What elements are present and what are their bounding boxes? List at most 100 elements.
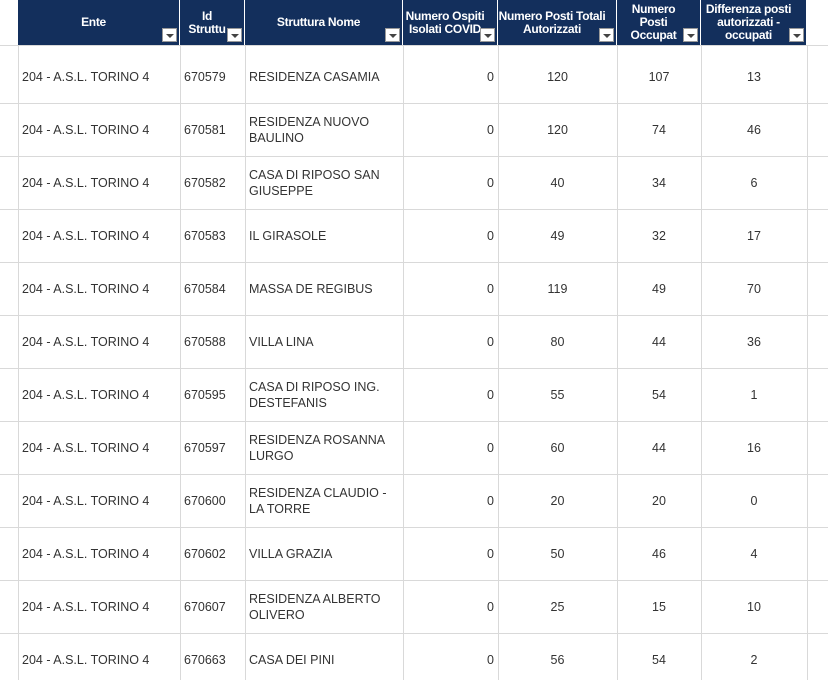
table-cell: 119 (547, 282, 568, 296)
column-header: Numero Posti Occupat (617, 0, 701, 45)
table-cell: 44 (652, 335, 666, 349)
table-cell: 670607 (184, 600, 226, 614)
table-cell: 34 (652, 176, 666, 190)
header-label: Numero Posti Occupat (630, 2, 677, 42)
table-cell: 49 (652, 282, 666, 296)
table-cell: 0 (487, 123, 494, 137)
table-cell: CASA DI RIPOSO SAN GIUSEPPE (249, 168, 380, 198)
column-border (245, 45, 246, 680)
column-border (403, 45, 404, 680)
table-cell: 204 - A.S.L. TORINO 4 (22, 70, 150, 84)
table-cell: VILLA LINA (249, 335, 314, 349)
header-label: Numero Ospiti Isolati COVID (405, 8, 485, 36)
table-cell: 120 (547, 123, 568, 137)
table-cell: 50 (550, 547, 565, 561)
column-header: Numero Ospiti Isolati COVID (403, 0, 498, 45)
filter-button[interactable] (599, 28, 614, 42)
table-cell: 670595 (184, 388, 226, 402)
column-header: Struttura Nome (245, 0, 403, 45)
column-header: Ente (18, 0, 180, 45)
filter-button[interactable] (385, 28, 400, 42)
row-border (0, 315, 828, 316)
column-border (180, 45, 181, 680)
table-cell: 0 (487, 229, 494, 243)
header-label: Id Struttu (188, 8, 226, 36)
row-border (0, 156, 828, 157)
table-cell: 60 (550, 441, 565, 455)
row-border (0, 262, 828, 263)
table-cell: 670602 (184, 547, 226, 561)
column-header: Numero Posti Totali Autorizzati (498, 0, 617, 45)
table-cell: 0 (750, 494, 758, 508)
table-cell: RESIDENZA CASAMIA (249, 70, 380, 84)
table-cell: 4 (750, 547, 758, 561)
row-border (0, 368, 828, 369)
table-cell: 70 (747, 282, 761, 296)
table-cell: 204 - A.S.L. TORINO 4 (22, 123, 150, 137)
table-cell: 40 (550, 176, 565, 190)
table-cell: RESIDENZA NUOVO BAULINO (249, 115, 370, 145)
column-border (807, 45, 808, 680)
row-border (0, 45, 828, 46)
table-cell: 46 (747, 123, 761, 137)
table-cell: 46 (652, 547, 666, 561)
table-cell: 56 (550, 653, 565, 667)
table-cell: 36 (747, 335, 761, 349)
table-cell: 0 (487, 388, 494, 402)
table-cell: 670579 (184, 70, 226, 84)
row-border (0, 474, 828, 475)
filter-button[interactable] (683, 28, 698, 42)
table-cell: 25 (550, 600, 565, 614)
header-label: Numero Posti Totali Autorizzati (498, 8, 606, 36)
table-cell: RESIDENZA ROSANNA LURGO (249, 433, 385, 463)
table-cell: 204 - A.S.L. TORINO 4 (22, 176, 150, 190)
row-border (0, 527, 828, 528)
table-cell: MASSA DE REGIBUS (249, 282, 373, 296)
table-cell: 0 (487, 282, 494, 296)
table-cell: 13 (747, 70, 761, 84)
column-border (701, 45, 702, 680)
table-cell: 0 (487, 653, 494, 667)
table-cell: 54 (652, 653, 666, 667)
table-cell: 54 (652, 388, 666, 402)
table-cell: 204 - A.S.L. TORINO 4 (22, 388, 150, 402)
table-cell: 670588 (184, 335, 226, 349)
table-cell: 204 - A.S.L. TORINO 4 (22, 600, 150, 614)
table-cell: 44 (652, 441, 666, 455)
table-cell: 49 (550, 229, 565, 243)
table-cell: 670663 (184, 653, 226, 667)
table-cell: RESIDENZA ALBERTO OLIVERO (249, 592, 381, 622)
table-cell: 204 - A.S.L. TORINO 4 (22, 547, 150, 561)
table-cell: 74 (652, 123, 666, 137)
row-border (0, 103, 828, 104)
table-cell: 0 (487, 335, 494, 349)
table-cell: 204 - A.S.L. TORINO 4 (22, 441, 150, 455)
table-cell: IL GIRASOLE (249, 229, 327, 243)
filter-button[interactable] (162, 28, 177, 42)
row-border (0, 209, 828, 210)
table-cell: 204 - A.S.L. TORINO 4 (22, 229, 150, 243)
table-cell: 204 - A.S.L. TORINO 4 (22, 335, 150, 349)
table-cell: 32 (652, 229, 666, 243)
table-cell: 107 (648, 70, 670, 84)
table-cell: 55 (550, 388, 565, 402)
filter-button[interactable] (480, 28, 495, 42)
table-cell: 670582 (184, 176, 226, 190)
filter-button[interactable] (789, 28, 804, 42)
table-cell: CASA DI RIPOSO ING. DESTEFANIS (249, 380, 380, 410)
header-label: Differenza posti autorizzati - occupati (705, 2, 792, 42)
table-cell: RESIDENZA CLAUDIO - LA TORRE (249, 486, 387, 516)
table-cell: 2 (750, 653, 758, 667)
header-label: Struttura Nome (276, 15, 361, 29)
header-label: Ente (81, 15, 106, 29)
filter-button[interactable] (227, 28, 242, 42)
table-cell: CASA DEI PINI (249, 653, 335, 667)
table-cell: 80 (550, 335, 565, 349)
table-cell: 204 - A.S.L. TORINO 4 (22, 494, 150, 508)
table-cell: 0 (487, 547, 494, 561)
table-cell: 120 (547, 70, 568, 84)
row-border (0, 421, 828, 422)
table-cell: 670581 (184, 123, 226, 137)
